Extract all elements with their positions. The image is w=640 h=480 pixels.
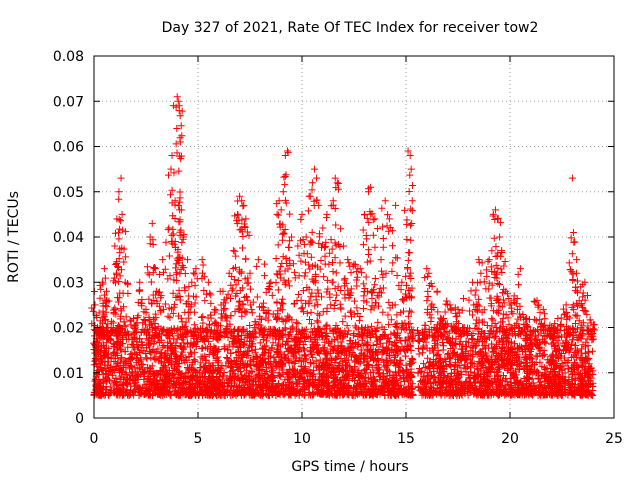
data-point [367,322,375,330]
data-point [483,322,491,329]
data-point [503,378,511,386]
data-point [291,357,299,365]
data-point [402,324,410,332]
data-point [327,301,335,309]
data-point [307,293,315,301]
data-point [423,369,431,377]
data-point [467,359,475,367]
data-point [349,331,357,339]
data-point [269,339,277,347]
data-point [199,344,207,352]
data-point [419,345,427,353]
data-point [504,381,512,389]
data-point [359,342,367,350]
data-point [447,362,455,370]
data-point [422,338,430,346]
data-point [223,354,231,362]
data-point [251,348,259,356]
data-point [143,355,151,363]
data-point [460,295,468,303]
data-point [384,335,392,343]
data-point [415,364,423,372]
data-point [415,350,423,358]
data-point [117,346,125,354]
data-point [442,300,450,308]
data-point [299,345,307,353]
data-point [395,362,403,370]
data-point [585,348,593,356]
data-point [399,296,407,304]
data-point [142,350,150,358]
data-point [384,334,392,342]
data-point [191,348,199,356]
data-point [327,356,335,364]
data-point [159,343,167,351]
data-point [314,310,322,318]
data-point [466,364,474,372]
data-point [238,371,246,379]
data-point [287,335,295,343]
data-point [116,345,124,353]
data-point [181,358,189,366]
data-point [221,305,229,313]
data-point [589,347,597,355]
data-point [255,370,263,378]
data-point [332,321,340,329]
data-point [285,358,293,366]
data-point [299,287,307,295]
data-point [312,357,320,365]
data-point [164,338,172,346]
data-point [443,297,451,305]
data-points [88,93,598,399]
data-point [197,353,205,361]
data-point [439,346,447,354]
data-point [493,308,501,316]
data-point [332,296,340,304]
data-point [179,348,187,356]
data-point [253,293,261,301]
data-point [224,346,232,354]
data-point [568,340,576,348]
